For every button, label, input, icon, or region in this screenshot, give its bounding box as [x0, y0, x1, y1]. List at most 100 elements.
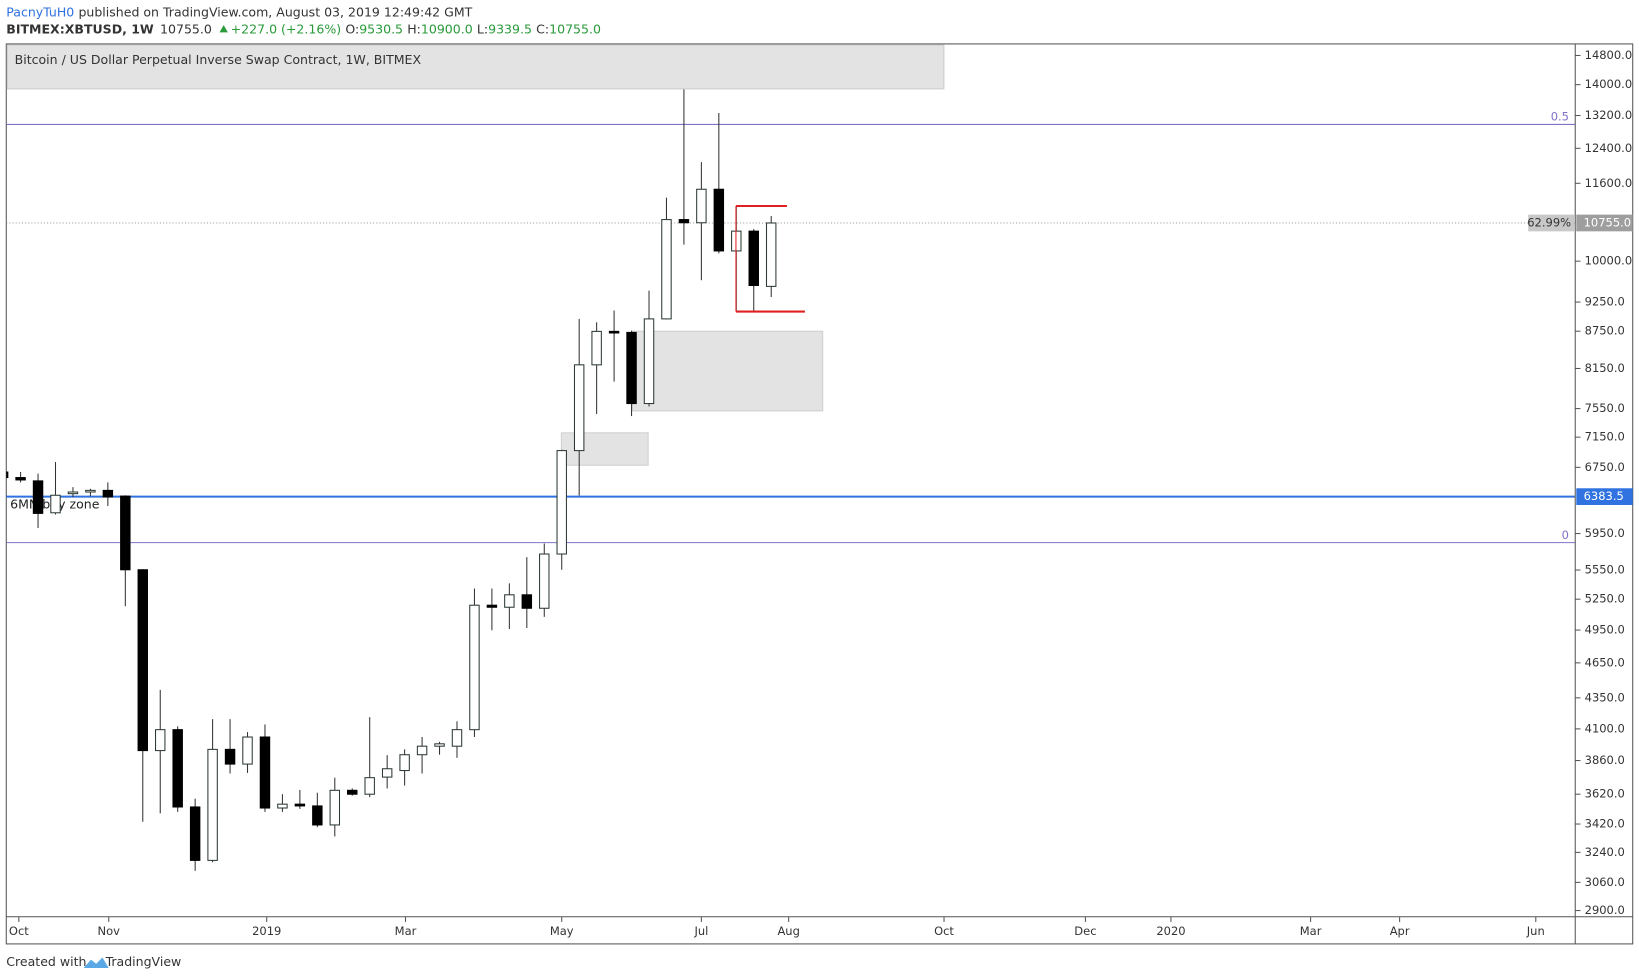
candle-body — [102, 489, 114, 498]
y-tick-label: 4950.0 — [1585, 623, 1625, 637]
candle-body — [259, 736, 271, 809]
candle-body — [312, 805, 323, 826]
candle-body — [242, 736, 253, 765]
candle-body — [661, 219, 672, 320]
y-tick-label: 4100.0 — [1585, 721, 1625, 735]
y-tick-label: 10000.0 — [1585, 254, 1633, 268]
support-label: 6383.5 — [1584, 489, 1624, 503]
symbol: BITMEX:XBTUSD, 1W — [6, 21, 154, 36]
y-tick-label: 3060.0 — [1585, 875, 1625, 889]
x-tick-label: 2020 — [1156, 924, 1185, 938]
chart-title: Bitcoin / US Dollar Perpetual Inverse Sw… — [15, 52, 422, 67]
y-tick-label: 3860.0 — [1585, 753, 1625, 767]
candle-body — [207, 748, 218, 861]
candle-body — [486, 604, 498, 608]
ohlc-h: 10900.0 — [421, 21, 473, 36]
x-tick-label: 2019 — [252, 924, 281, 938]
y-tick-label: 4350.0 — [1585, 690, 1625, 704]
candle-body — [521, 594, 533, 609]
y-tick-label: 12400.0 — [1585, 141, 1633, 155]
fib-label: 0.5 — [1551, 110, 1569, 124]
candle-body — [504, 594, 515, 608]
candle-body — [137, 569, 149, 752]
fib-label: 0 — [1562, 528, 1569, 542]
ohlc-l: 9339.5 — [488, 21, 532, 36]
x-tick-label: Mar — [395, 924, 417, 938]
ohlc-o: 9530.5 — [359, 21, 403, 36]
candle-body — [67, 491, 79, 495]
candle-body — [399, 754, 410, 772]
candle-body — [678, 219, 690, 224]
title-box — [6, 44, 945, 90]
axes: 14800.0 14000.0 13200.0 12400.0 11600.0 10000… — [9, 48, 1632, 938]
x-tick-label: Oct — [9, 924, 29, 938]
last: 10755.0 — [160, 21, 212, 36]
y-tick-label: 14000.0 — [1585, 77, 1633, 91]
published: published on TradingView.com, August 03,… — [78, 4, 472, 19]
candle-body — [294, 803, 306, 807]
ohlc-l-label: L: — [477, 21, 488, 36]
x-tick-label: Dec — [1074, 924, 1096, 938]
y-tick-label: 8750.0 — [1585, 324, 1625, 338]
candle-body — [189, 806, 201, 861]
author: PacnyTuH0 — [6, 4, 74, 19]
x-tick-label: May — [550, 924, 574, 938]
x-tick-label: Mar — [1300, 924, 1322, 938]
y-tick-label: 7150.0 — [1585, 430, 1625, 444]
y-tick-label: 3620.0 — [1585, 787, 1625, 801]
x-tick-label: Aug — [777, 924, 799, 938]
y-tick-label: 2900.0 — [1585, 903, 1625, 917]
ohlc-c-label: C: — [536, 21, 549, 36]
x-tick-label: Nov — [98, 924, 121, 938]
ohlc-h-label: H: — [407, 21, 421, 36]
y-tick-label: 4650.0 — [1585, 655, 1625, 669]
zone — [631, 330, 824, 412]
candle-body — [15, 477, 26, 481]
plot: 6MN buy zone — [6, 88, 1576, 871]
y-tick-label: 3420.0 — [1585, 817, 1625, 831]
candle-body — [643, 318, 655, 405]
candle-body — [591, 330, 602, 366]
y-tick-label: 8150.0 — [1585, 361, 1625, 375]
y-tick-label: 9250.0 — [1585, 295, 1625, 309]
header-line: PacnyTuH0 published on TradingView.com, A… — [6, 4, 472, 19]
candle-body — [765, 222, 777, 287]
x-tick-label: Oct — [934, 924, 954, 938]
symbol-line: BITMEX:XBTUSD, 1W 10755.0 +227.0 (+2.16%) O… — [6, 21, 601, 36]
candle-body — [556, 450, 567, 555]
y-tick-label: 5250.0 — [1585, 592, 1625, 606]
candle-body — [451, 729, 463, 747]
candle-body — [277, 803, 288, 809]
y-tick-label: 5550.0 — [1585, 563, 1625, 577]
candle-body — [539, 553, 550, 609]
candle-body — [748, 230, 759, 287]
y-tick-label: 6750.0 — [1585, 460, 1625, 474]
candle-body — [85, 489, 96, 493]
candle-body — [573, 364, 585, 452]
y-tick-label: 14800.0 — [1585, 48, 1633, 62]
x-tick-label: Apr — [1390, 924, 1410, 938]
candle-body — [120, 495, 131, 571]
footer-brand: TradingView — [105, 954, 182, 969]
candle-body — [696, 188, 707, 224]
support-label-box — [1576, 488, 1633, 505]
y-tick-label: 3240.0 — [1585, 845, 1625, 859]
candle-body — [626, 331, 637, 405]
up-arrow — [219, 25, 228, 33]
y-tick-label: 13200.0 — [1585, 108, 1633, 122]
candle-body — [364, 777, 375, 795]
ohlc-o-label: O: — [345, 21, 359, 36]
candle-body — [713, 188, 725, 252]
last-price-box — [1576, 214, 1633, 232]
candle-body — [469, 604, 480, 731]
ohlc-c: 10755.0 — [549, 21, 601, 36]
y-tick-label: 5950.0 — [1585, 526, 1625, 540]
percent-label: 62.99% — [1527, 215, 1571, 229]
tv-logo — [83, 957, 109, 968]
x-tick-label: Jul — [693, 924, 708, 938]
candle-body — [347, 789, 358, 795]
y-tick-label: 11600.0 — [1585, 176, 1633, 190]
candle-body — [434, 743, 445, 747]
